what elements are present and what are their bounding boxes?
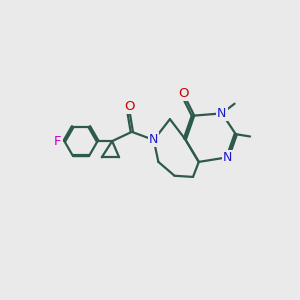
Text: O: O (124, 100, 135, 113)
Text: N: N (217, 107, 226, 120)
Text: O: O (178, 87, 189, 100)
Text: N: N (149, 134, 158, 146)
Text: N: N (223, 151, 232, 164)
Text: F: F (54, 135, 62, 148)
